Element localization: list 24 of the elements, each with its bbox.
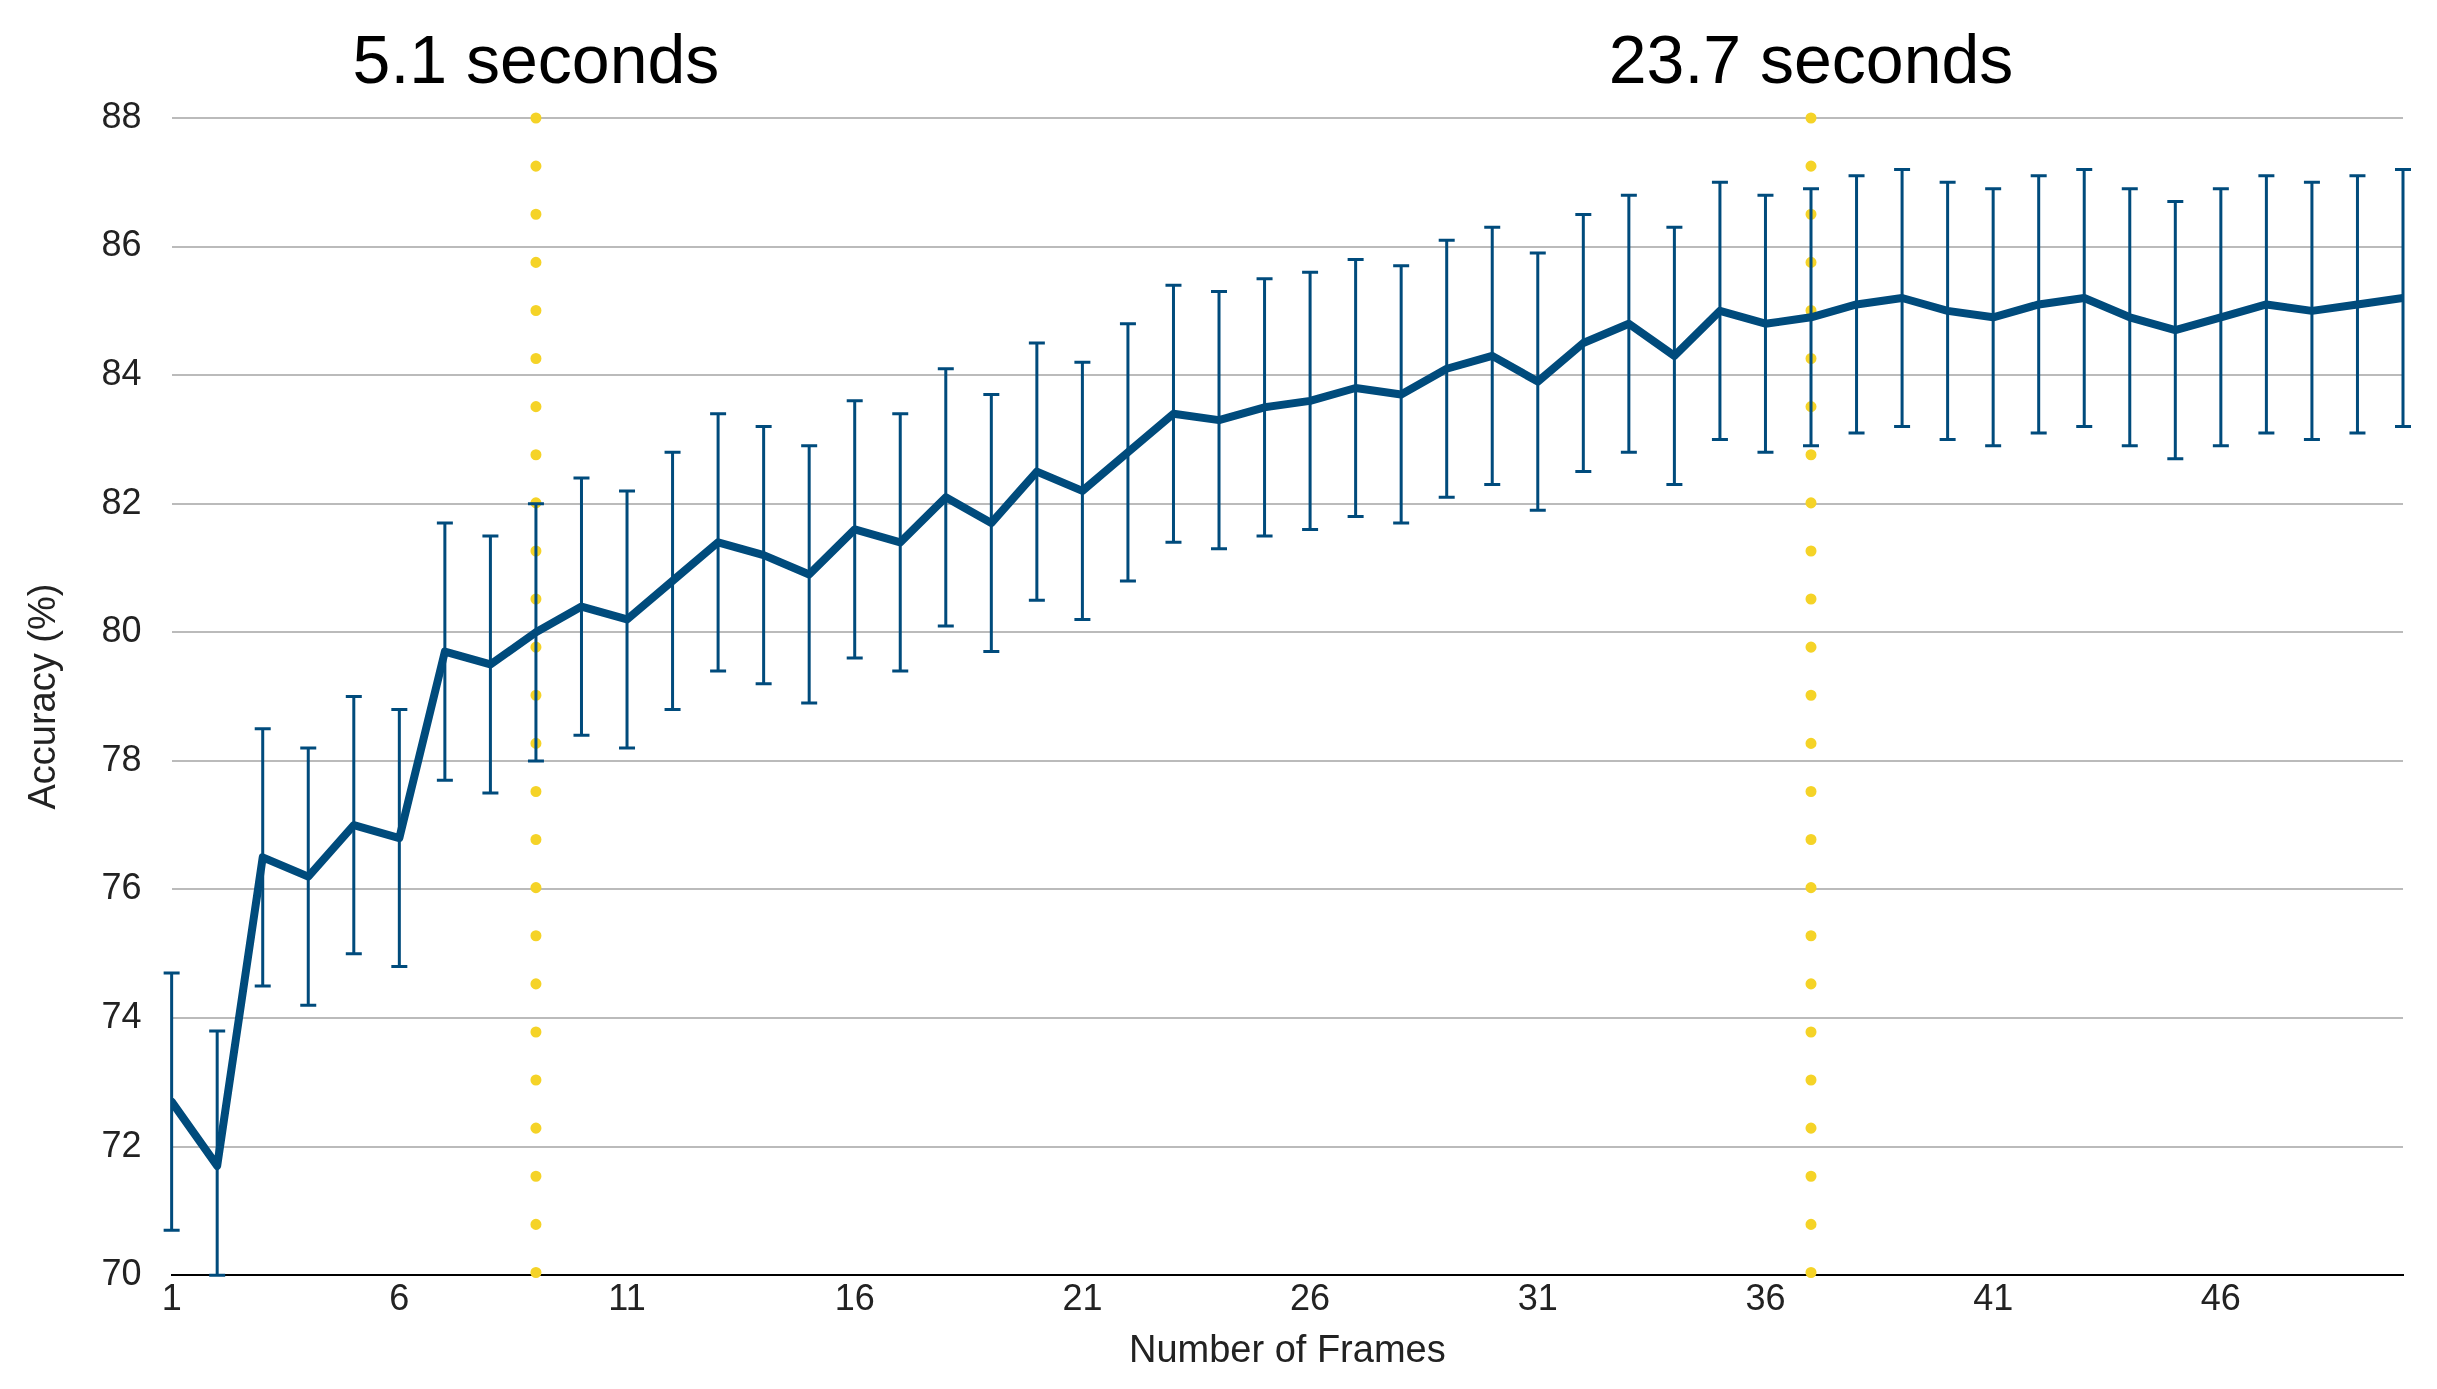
y-tick-label: 76 xyxy=(101,866,142,908)
y-tick-label: 86 xyxy=(101,223,142,265)
ref-line-label: 5.1 seconds xyxy=(352,20,720,97)
y-tick-label: 82 xyxy=(101,480,142,522)
y-tick-label: 84 xyxy=(101,352,142,394)
x-tick-label: 16 xyxy=(834,1276,875,1318)
x-tick-label: 1 xyxy=(161,1276,182,1318)
y-axis-title: Accuracy (%) xyxy=(21,583,64,810)
x-axis-title: Number of Frames xyxy=(1128,1327,1446,1370)
x-tick-label: 36 xyxy=(1745,1276,1786,1318)
ref-line-label: 23.7 seconds xyxy=(1608,20,2014,97)
y-tick-label: 72 xyxy=(101,1123,142,1165)
x-tick-label: 46 xyxy=(2200,1276,2241,1318)
x-tick-label: 26 xyxy=(1290,1276,1331,1318)
y-tick-label: 70 xyxy=(101,1252,142,1294)
y-tick-label: 80 xyxy=(101,609,142,651)
y-tick-label: 78 xyxy=(101,737,142,779)
x-tick-label: 31 xyxy=(1517,1276,1558,1318)
x-tick-label: 21 xyxy=(1062,1276,1103,1318)
y-tick-label: 88 xyxy=(101,94,142,136)
x-tick-label: 11 xyxy=(608,1276,646,1318)
y-tick-label: 74 xyxy=(101,994,142,1036)
x-tick-label: 41 xyxy=(1973,1276,2014,1318)
x-tick-label: 6 xyxy=(389,1276,410,1318)
